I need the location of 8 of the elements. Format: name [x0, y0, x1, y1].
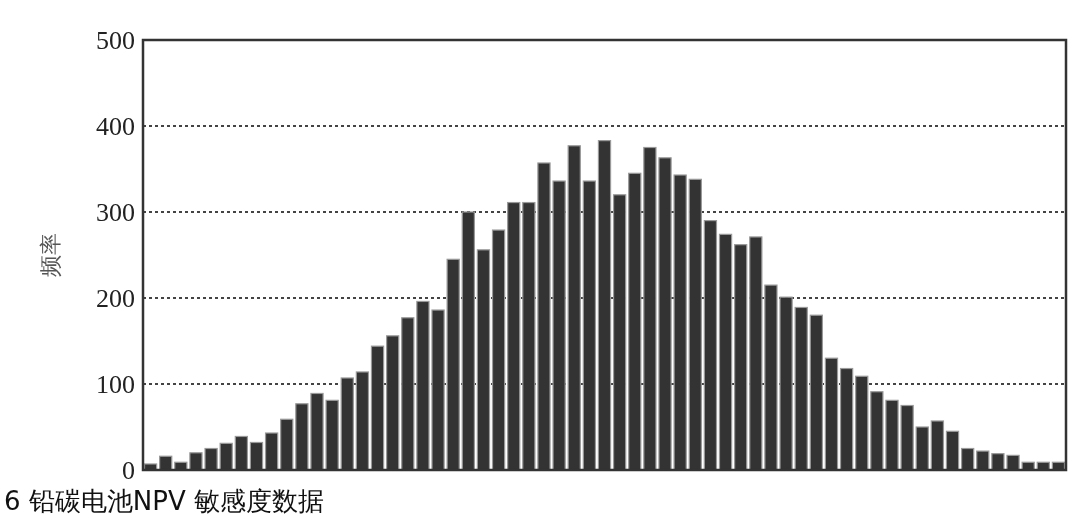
y-tick-label: 400	[96, 112, 135, 141]
y-tick-label: 200	[96, 284, 135, 313]
y-tick-label: 100	[96, 370, 135, 399]
y-axis-title: 频率	[38, 233, 63, 277]
y-tick-label: 500	[96, 26, 135, 55]
y-tick-label: 300	[96, 198, 135, 227]
y-tick-label: 0	[122, 456, 135, 485]
text: 6 铅碳电池NPV 敏感度数据	[4, 486, 324, 516]
